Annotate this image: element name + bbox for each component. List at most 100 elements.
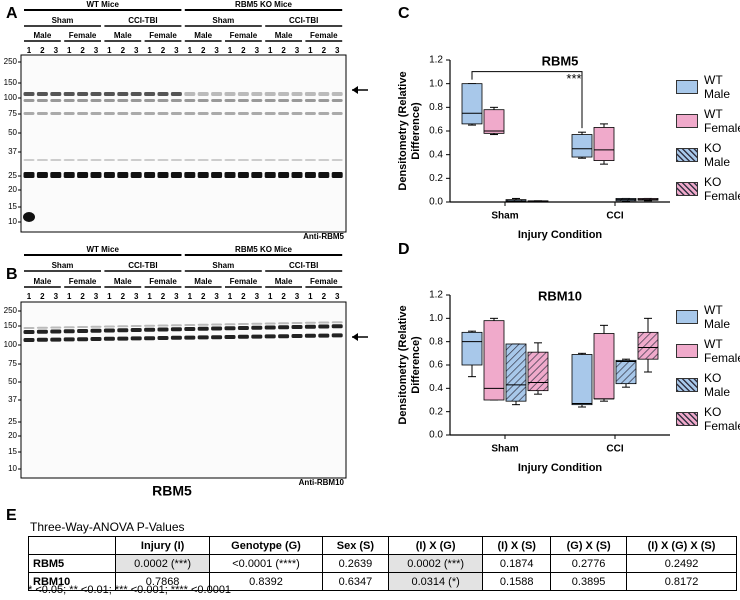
legend-label: WT Male (704, 303, 731, 331)
blot-label: 2 (322, 292, 327, 301)
band (144, 336, 156, 341)
band (224, 112, 236, 115)
legend-item: WT Female (676, 104, 740, 138)
band (36, 112, 48, 115)
band (237, 99, 249, 102)
band (117, 172, 129, 178)
column-header: Genotype (G) (209, 536, 323, 555)
legend-swatch (676, 148, 698, 162)
ladder-label: 25 (8, 171, 17, 180)
blot-label: RBM5 KO Mice (235, 0, 292, 9)
band (224, 335, 236, 339)
band (278, 325, 290, 330)
row-label: RBM5 (28, 554, 116, 573)
y-tick-label: 0.8 (429, 102, 443, 113)
table-cell: 0.1588 (482, 572, 552, 591)
y-tick-label: 0.4 (429, 383, 443, 394)
band (237, 159, 249, 161)
band (23, 327, 35, 329)
band (50, 159, 62, 161)
band (36, 172, 48, 178)
band (318, 324, 330, 329)
band (264, 322, 276, 325)
panel-label: E (6, 507, 17, 524)
legend-swatch (676, 412, 698, 426)
band (130, 112, 142, 115)
band (224, 172, 236, 178)
antibody-label: Anti-RBM10 (299, 478, 345, 487)
box (571, 134, 593, 158)
blot-label: Sham (52, 261, 74, 270)
band (117, 159, 129, 161)
anova-table: Injury (I) Genotype (G) Sex (S) (I) X (G) (I… (28, 536, 737, 591)
blot-label: 1 (147, 292, 152, 301)
band (90, 112, 102, 115)
band (50, 92, 62, 96)
band (144, 112, 156, 115)
ladder-label: 10 (8, 464, 17, 473)
band (237, 334, 249, 339)
legend-item: WT Male (676, 300, 740, 334)
y-axis-label: Densitometry (Relative Difference) (397, 71, 422, 191)
box (637, 331, 659, 360)
blot-label: 2 (201, 292, 206, 301)
band (184, 92, 196, 96)
blot-label: Sham (52, 16, 74, 25)
band (184, 112, 196, 115)
blot-label: 3 (214, 46, 219, 55)
table-cell: 0.0002 (***) (388, 554, 484, 573)
band (103, 328, 115, 333)
band (318, 321, 330, 324)
band (36, 329, 48, 334)
band (197, 172, 209, 178)
band (224, 99, 236, 102)
band (291, 99, 303, 102)
band (103, 99, 115, 102)
blot-label: 1 (27, 292, 32, 301)
band (184, 99, 196, 102)
band (197, 159, 209, 161)
band (304, 321, 316, 324)
legend-item: KO Male (676, 368, 740, 402)
band (304, 99, 316, 102)
column-header: (I) X (G) X (S) (626, 536, 737, 555)
blot-label: 2 (161, 292, 166, 301)
band (304, 159, 316, 161)
table-row: RBM5 0.0002 (***) <0.0001 (****) 0.2639 0.00… (28, 554, 737, 573)
blot-label: 2 (281, 46, 286, 55)
box (461, 331, 483, 366)
box (615, 359, 637, 385)
column-header: (I) X (G) (388, 536, 484, 555)
band (130, 159, 142, 161)
band (251, 99, 263, 102)
blot-label: 2 (281, 292, 286, 301)
band (117, 328, 129, 333)
band (211, 323, 223, 326)
blot-label: 2 (121, 46, 126, 55)
band (278, 112, 290, 115)
ladder-label: 75 (8, 359, 17, 368)
blot-label: 3 (134, 46, 139, 55)
band (211, 159, 223, 161)
blot-label: Female (69, 31, 97, 40)
blot-label: 3 (255, 46, 260, 55)
band (237, 172, 249, 178)
band (291, 112, 303, 115)
band (77, 337, 89, 342)
y-tick-label: 0.2 (429, 406, 443, 417)
ladder-label: 37 (8, 147, 17, 156)
legend-swatch (676, 344, 698, 358)
legend: KO Female (676, 172, 740, 206)
blot-label: 2 (80, 46, 85, 55)
band (50, 99, 62, 102)
band (77, 112, 89, 115)
legend-item: KO Female (676, 402, 740, 436)
band (278, 322, 290, 325)
legend-label: WT Female (704, 337, 740, 365)
y-tick-label: 0.6 (429, 360, 443, 371)
box (571, 354, 593, 406)
blot-label: 2 (80, 292, 85, 301)
blot-label: 3 (335, 292, 340, 301)
band (251, 322, 263, 325)
